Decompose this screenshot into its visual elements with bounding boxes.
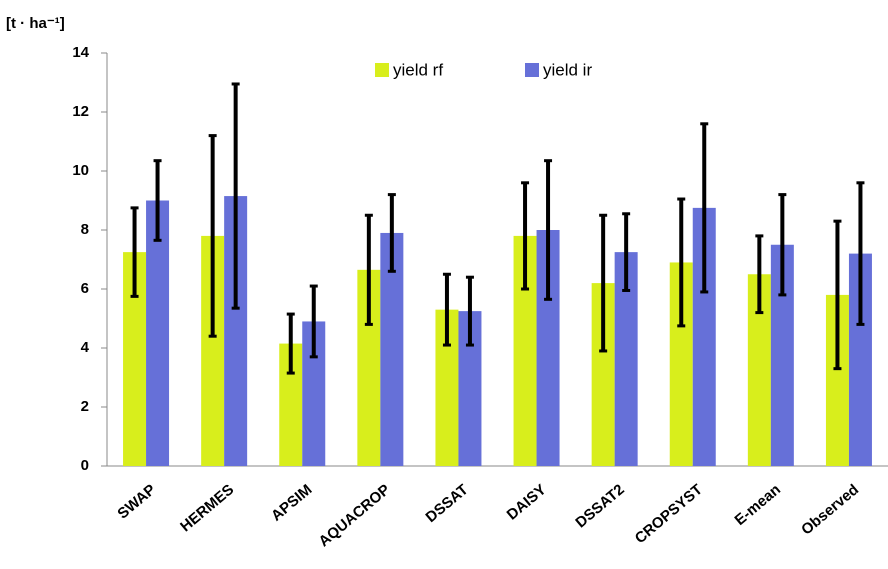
bar (224, 196, 248, 466)
bar (513, 235, 537, 466)
x-tick-label: Observed (798, 481, 862, 539)
bar (825, 294, 849, 466)
y-tick-label: 0 (81, 457, 89, 474)
x-tick-label: SWAP (114, 481, 159, 522)
y-tick-label: 2 (81, 398, 89, 415)
x-tick-label: E-mean (732, 481, 784, 529)
x-tick-label: CROPSYST (632, 481, 706, 547)
bar (692, 207, 716, 466)
bar (357, 269, 381, 466)
y-tick-label: 8 (81, 221, 89, 238)
y-tick-label: 12 (72, 103, 89, 120)
legend-label: yield rf (393, 60, 443, 79)
y-tick-label: 4 (81, 339, 90, 356)
x-tick-label: DSSAT2 (572, 481, 627, 531)
bar (458, 311, 482, 466)
bar (146, 200, 170, 466)
bar (279, 343, 303, 466)
legend-swatch (375, 63, 389, 77)
bar (669, 262, 693, 466)
x-tick-label: DAISY (504, 481, 550, 523)
bar (536, 230, 560, 466)
legend-swatch (525, 63, 539, 77)
x-tick-label: DSSAT (423, 481, 472, 526)
bar (747, 274, 771, 466)
y-tick-label: 10 (72, 162, 89, 179)
y-axis-label: [t · ha⁻¹] (6, 15, 65, 32)
legend-label: yield ir (543, 60, 592, 79)
x-tick-label: APSIM (268, 481, 315, 525)
bar (770, 244, 794, 466)
bar (201, 235, 225, 466)
bar (591, 283, 615, 466)
bar (123, 252, 147, 466)
x-tick-label: AQUACROP (316, 481, 394, 550)
y-tick-label: 6 (81, 280, 89, 297)
bar (848, 253, 872, 466)
bar (435, 309, 459, 466)
bar (614, 252, 638, 466)
x-tick-label: HERMES (177, 481, 237, 535)
bar (302, 321, 326, 466)
bar (380, 232, 404, 466)
y-tick-label: 14 (72, 44, 89, 61)
